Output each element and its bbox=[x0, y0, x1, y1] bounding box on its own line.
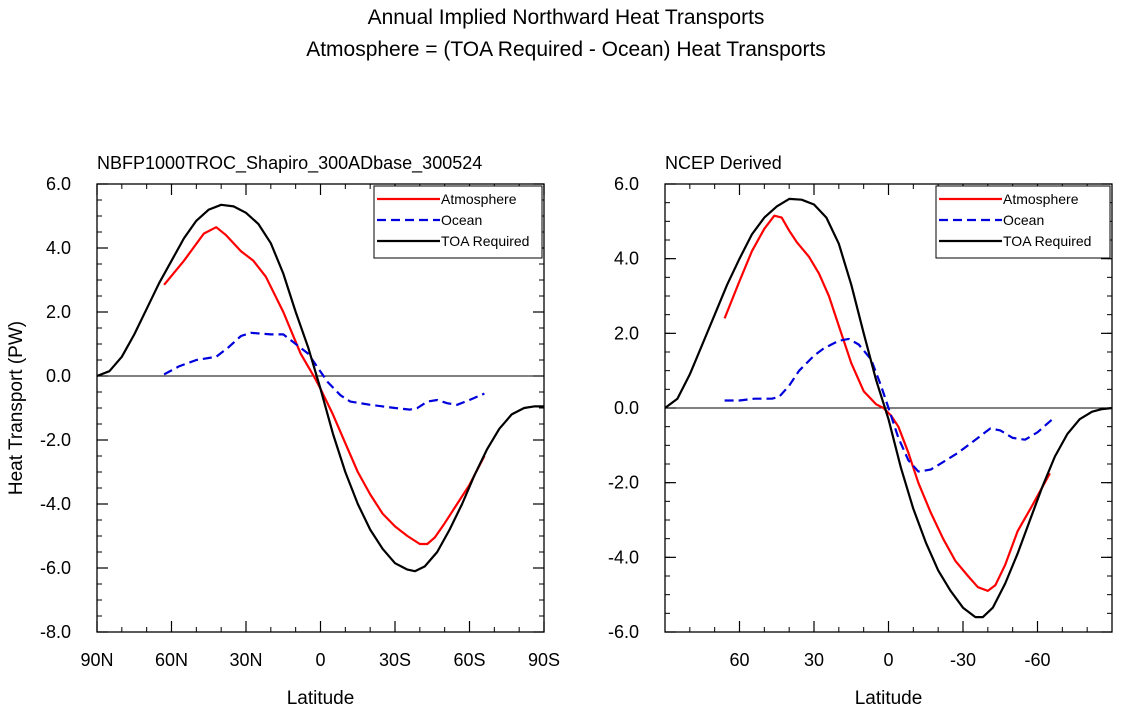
left-legend-label: Ocean bbox=[441, 212, 482, 228]
left-y-tick-label: -8.0 bbox=[40, 622, 71, 642]
left-panel: 90N 60N 30N 0 30S 60S 90S -8.0 -6.0 -4.0 -2.0 0.0 2.… bbox=[6, 153, 560, 709]
left-series-atmosphere bbox=[163, 226, 486, 546]
left-x-tick-label: 60S bbox=[453, 650, 485, 670]
left-x-tick-label: 90N bbox=[80, 650, 113, 670]
left-x-tick-label: 60N bbox=[155, 650, 188, 670]
left-y-tick-label: 6.0 bbox=[46, 174, 71, 194]
right-series-atmosphere bbox=[723, 214, 1051, 592]
right-x-tick-label: -30 bbox=[950, 650, 976, 670]
right-plot-frame bbox=[664, 183, 1113, 633]
right-x-tick-label: -60 bbox=[1024, 650, 1050, 670]
left-x-tick-label: 90S bbox=[528, 650, 560, 670]
left-y-tick-label: 4.0 bbox=[46, 238, 71, 258]
right-panel: 60 30 0 -30 -60 -6.0 -4.0 -2.0 0.0 2.0 4.0 6.0 NCEP … bbox=[608, 153, 1113, 709]
figure-title-line1: Annual Implied Northward Heat Transports bbox=[368, 6, 765, 29]
right-y-tick-label: 2.0 bbox=[614, 323, 639, 343]
left-x-tick-label: 30N bbox=[229, 650, 262, 670]
left-panel-title: NBFP1000TROC_Shapiro_300ADbase_300524 bbox=[97, 153, 482, 174]
left-y-axis-label: Heat Transport (PW) bbox=[6, 321, 27, 495]
right-series-ocean bbox=[724, 337, 1054, 473]
left-legend-label: TOA Required bbox=[441, 233, 529, 249]
right-legend: Atmosphere Ocean TOA Required bbox=[935, 185, 1111, 259]
left-y-tick-label: -2.0 bbox=[40, 430, 71, 450]
right-series-toa-required bbox=[664, 197, 1113, 619]
left-x-tick-label: 30S bbox=[379, 650, 411, 670]
right-y-tick-label: 0.0 bbox=[614, 398, 639, 418]
left-y-tick-label: 2.0 bbox=[46, 302, 71, 322]
left-legend-label: Atmosphere bbox=[441, 191, 517, 207]
right-y-tick-label: -4.0 bbox=[608, 547, 639, 567]
right-legend-label: Ocean bbox=[1003, 212, 1044, 228]
figure-title-line2: Atmosphere = (TOA Required - Ocean) Heat… bbox=[306, 38, 826, 61]
right-legend-label: Atmosphere bbox=[1003, 191, 1079, 207]
left-series-ocean bbox=[163, 331, 485, 411]
left-y-tick-label: 0.0 bbox=[46, 366, 71, 386]
right-panel-title: NCEP Derived bbox=[665, 153, 782, 173]
right-x-tick-label: 60 bbox=[729, 650, 749, 670]
left-legend: Atmosphere Ocean TOA Required bbox=[373, 185, 543, 259]
left-y-tick-label: -4.0 bbox=[40, 494, 71, 514]
right-y-tick-label: 6.0 bbox=[614, 174, 639, 194]
right-x-tick-label: 30 bbox=[804, 650, 824, 670]
left-y-tick-label: -6.0 bbox=[40, 558, 71, 578]
left-x-tick-label: 0 bbox=[315, 650, 325, 670]
left-x-axis-label: Latitude bbox=[287, 688, 355, 709]
right-y-tick-label: -6.0 bbox=[608, 622, 639, 642]
right-legend-label: TOA Required bbox=[1003, 233, 1091, 249]
right-y-tick-label: -2.0 bbox=[608, 473, 639, 493]
right-y-tick-label: 4.0 bbox=[614, 249, 639, 269]
left-plot-frame bbox=[96, 183, 545, 633]
right-x-tick-label: 0 bbox=[883, 650, 893, 670]
right-x-axis-label: Latitude bbox=[855, 688, 923, 709]
left-series-toa-required bbox=[96, 203, 544, 573]
